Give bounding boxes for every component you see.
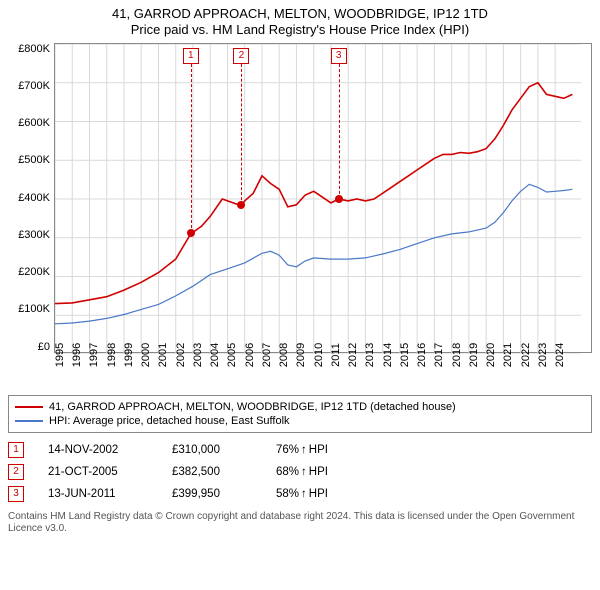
sale-date: 21-OCT-2005 [48,466,148,478]
sale-pct: 68% ↑ HPI [276,466,328,478]
x-tick-label: 2022 [520,342,532,366]
plot-area: 1 2 3 [54,43,592,353]
x-tick-label: 2020 [485,342,497,366]
y-tick-label: £200K [18,266,50,278]
chart-row: £800K £700K £600K £500K £400K £300K £200K £100K… [8,43,592,353]
x-tick-label: 2010 [313,342,325,366]
legend-swatch [15,406,43,408]
x-tick-label: 2003 [192,342,204,366]
sale-row-marker: 1 [8,442,24,458]
x-tick-label: 2002 [175,342,187,366]
sale-marker-line [339,64,340,199]
title-address: 41, GARROD APPROACH, MELTON, WOODBRIDGE,… [8,6,592,22]
sale-row: 1 14-NOV-2002 £310,000 76% ↑ HPI [8,439,592,461]
x-tick-label: 2000 [140,342,152,366]
sale-date: 14-NOV-2002 [48,444,148,456]
x-tick-label: 2018 [451,342,463,366]
y-tick-label: £800K [18,43,50,55]
arrow-up-icon: ↑ [301,466,307,478]
legend-swatch [15,420,43,422]
x-tick-label: 2016 [416,342,428,366]
legend-row: HPI: Average price, detached house, East… [15,414,585,428]
sale-row-marker: 2 [8,464,24,480]
y-tick-label: £600K [18,117,50,129]
sales-table: 1 14-NOV-2002 £310,000 76% ↑ HPI 2 21-OCT-200… [8,439,592,505]
x-tick-label: 2021 [502,342,514,366]
y-tick-label: £300K [18,229,50,241]
x-tick-label: 2019 [468,342,480,366]
x-axis: 1995199619971998199920002001200220032004… [54,355,592,389]
y-tick-label: £100K [18,303,50,315]
sale-row: 3 13-JUN-2011 £399,950 58% ↑ HPI [8,483,592,505]
x-tick-label: 2015 [399,342,411,366]
x-tick-label: 2009 [295,342,307,366]
x-tick-label: 2023 [537,342,549,366]
x-tick-label: 2008 [278,342,290,366]
y-tick-label: £400K [18,192,50,204]
x-tick-label: 2006 [244,342,256,366]
x-tick-label: 2005 [226,342,238,366]
x-tick-label: 2024 [554,342,566,366]
sale-marker-box: 3 [331,48,347,64]
sale-marker-line [191,64,192,234]
sale-marker-box: 2 [233,48,249,64]
x-tick-label: 2012 [347,342,359,366]
legend-row: 41, GARROD APPROACH, MELTON, WOODBRIDGE,… [15,400,585,414]
y-tick-label: £500K [18,154,50,166]
legend-label: 41, GARROD APPROACH, MELTON, WOODBRIDGE,… [49,401,456,413]
sale-date: 13-JUN-2011 [48,488,148,500]
legend: 41, GARROD APPROACH, MELTON, WOODBRIDGE,… [8,395,592,433]
x-axis-row: 1995199619971998199920002001200220032004… [8,355,592,389]
plot-svg [55,44,581,354]
x-tick-label: 1996 [71,342,83,366]
x-tick-label: 2007 [261,342,273,366]
x-tick-label: 1997 [88,342,100,366]
sale-marker-box: 1 [183,48,199,64]
x-tick-label: 1995 [54,342,66,366]
sale-pct: 58% ↑ HPI [276,488,328,500]
chart-container: 41, GARROD APPROACH, MELTON, WOODBRIDGE,… [0,0,600,590]
sale-marker-dot [237,201,245,209]
legend-label: HPI: Average price, detached house, East… [49,415,290,427]
sale-row-marker: 3 [8,486,24,502]
y-axis: £800K £700K £600K £500K £400K £300K £200K £100K… [8,43,54,353]
x-tick-label: 2014 [382,342,394,366]
attribution-text: Contains HM Land Registry data © Crown c… [8,511,592,535]
x-tick-label: 2013 [364,342,376,366]
sale-marker-line [241,64,242,206]
sale-row: 2 21-OCT-2005 £382,500 68% ↑ HPI [8,461,592,483]
y-tick-label: £700K [18,80,50,92]
arrow-up-icon: ↑ [301,444,307,456]
x-tick-label: 2011 [330,343,342,367]
sale-pct: 76% ↑ HPI [276,444,328,456]
x-axis-spacer [8,355,54,389]
sale-price: £399,950 [172,488,252,500]
x-tick-label: 2004 [209,342,221,366]
sale-price: £310,000 [172,444,252,456]
x-tick-label: 2017 [433,342,445,366]
x-tick-label: 1998 [106,342,118,366]
x-tick-label: 1999 [123,342,135,366]
y-tick-label: £0 [38,341,50,353]
sale-marker-dot [335,195,343,203]
chart-titles: 41, GARROD APPROACH, MELTON, WOODBRIDGE,… [8,6,592,39]
sale-price: £382,500 [172,466,252,478]
arrow-up-icon: ↑ [301,488,307,500]
sale-marker-dot [187,229,195,237]
x-tick-label: 2001 [157,342,169,366]
title-subtitle: Price paid vs. HM Land Registry's House … [8,22,592,38]
